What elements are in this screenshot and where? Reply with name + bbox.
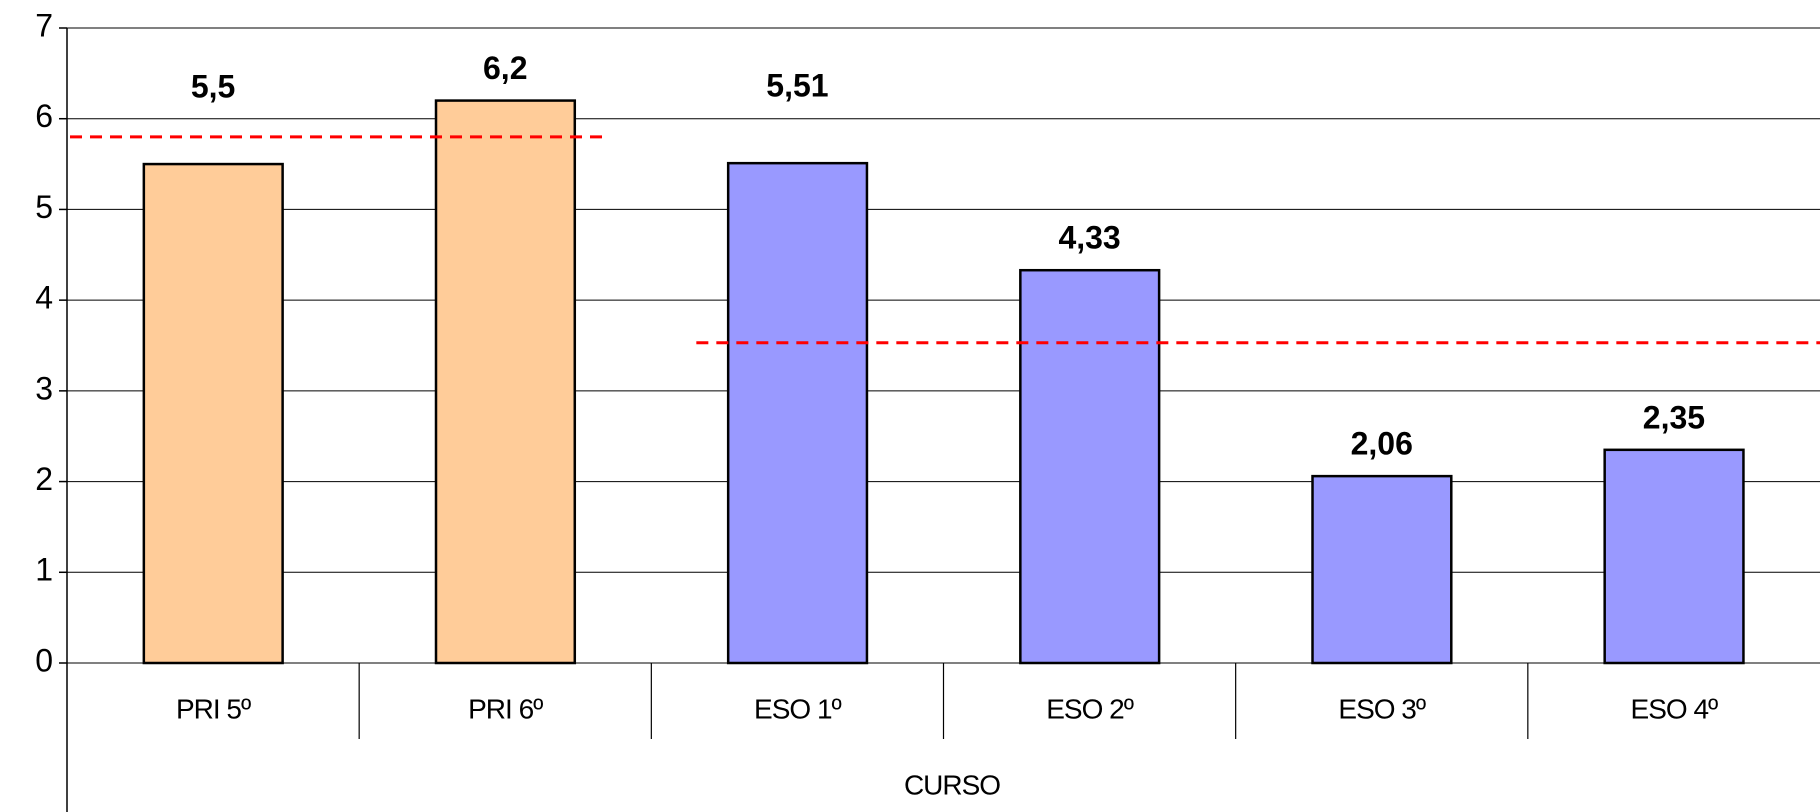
x-tick-label: ESO 2º: [1046, 693, 1133, 724]
value-label: 6,2: [483, 50, 527, 86]
value-label: 2,06: [1351, 426, 1413, 462]
x-tick-label: ESO 4º: [1631, 693, 1718, 724]
y-tick-label: 5: [35, 189, 53, 225]
value-label: 4,33: [1058, 220, 1120, 256]
y-tick-label: 0: [35, 642, 53, 678]
y-tick-label: 3: [35, 370, 53, 406]
y-tick-label: 4: [35, 280, 53, 316]
x-tick-label: ESO 3º: [1338, 693, 1425, 724]
value-label: 2,35: [1643, 399, 1705, 435]
x-tick-label: ESO 1º: [754, 693, 841, 724]
x-axis-label: CURSO: [904, 769, 1000, 800]
y-tick-label: 2: [35, 461, 53, 497]
y-tick-label: 7: [35, 7, 53, 43]
y-tick-label: 6: [35, 98, 53, 134]
value-label: 5,5: [191, 69, 235, 105]
x-tick-label: PRI 6º: [468, 693, 543, 724]
value-label: 5,51: [766, 68, 828, 104]
bar: [142, 162, 284, 665]
y-tick-label: 1: [35, 552, 53, 588]
x-tick-label: PRI 5º: [176, 693, 251, 724]
bar: [726, 161, 869, 665]
bar: [1311, 474, 1453, 665]
bar: [434, 99, 577, 665]
bar: [1019, 268, 1161, 665]
bar: [1603, 448, 1745, 665]
